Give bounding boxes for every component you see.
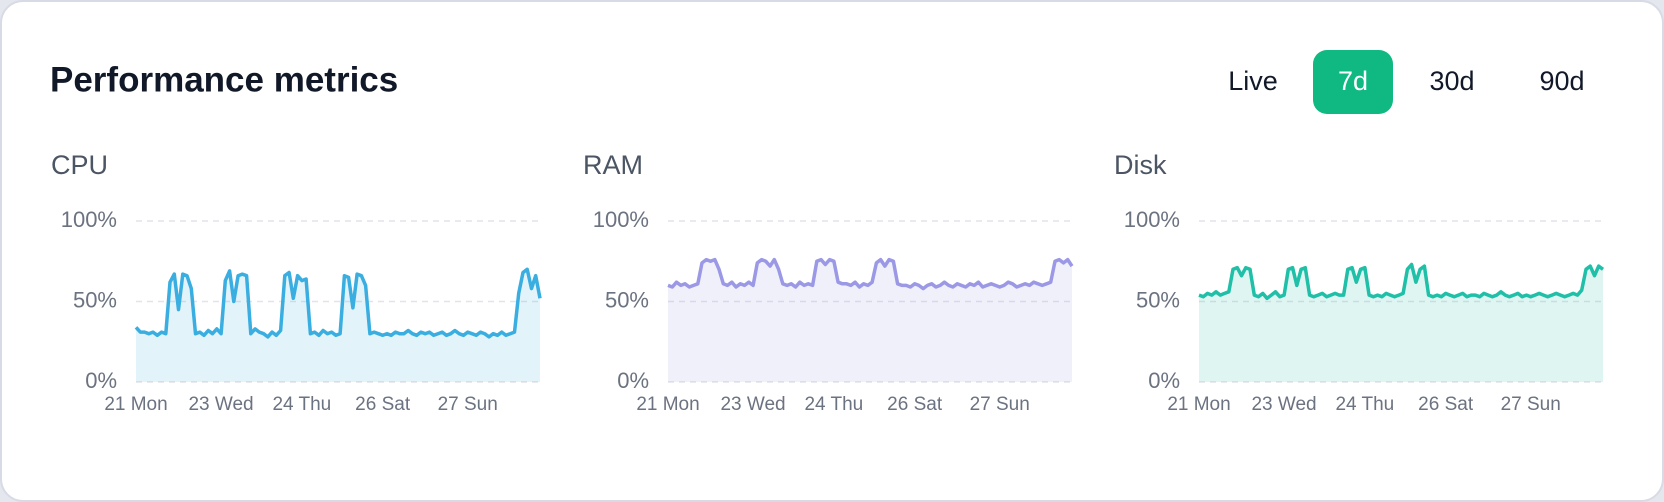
x-tick-label: 27 Sun (438, 394, 498, 415)
tab-label[interactable]: 7d (1338, 66, 1368, 96)
x-tick-label: 27 Sun (970, 394, 1030, 415)
x-tick-label: 24 Thu (272, 394, 331, 415)
area-fill (668, 259, 1072, 382)
tab[interactable]: Live (1228, 66, 1278, 96)
y-tick-label: 100% (1124, 207, 1180, 232)
tab-label[interactable]: 90d (1539, 66, 1584, 96)
x-tick-label: 21 Mon (636, 394, 699, 415)
x-tick-label: 24 Thu (804, 394, 863, 415)
tab-selected-bg[interactable] (1313, 50, 1393, 114)
tab-label[interactable]: Live (1228, 66, 1278, 96)
title: Performance metrics (50, 60, 398, 99)
x-tick-label: 27 Sun (1501, 394, 1561, 415)
y-tick-label: 50% (73, 287, 117, 312)
x-tick-label: 26 Sat (355, 394, 411, 415)
tab[interactable]: 30d (1429, 66, 1474, 96)
line (1198, 262, 1605, 301)
y-tick-label: 0% (1148, 368, 1180, 393)
y-tick-label: 50% (605, 287, 649, 312)
x-tick-label: 23 Wed (720, 394, 785, 415)
tab[interactable]: 90d (1539, 66, 1584, 96)
chart: Disk 0% 50% 100% 21 Mon 23 Wed 24 Thu 26 Sat 27 … (1114, 150, 1605, 415)
y-tick-label: 100% (593, 207, 649, 232)
x-tick-label: 26 Sat (1418, 394, 1474, 415)
y-tick-label: 50% (1136, 287, 1180, 312)
chart-title: Disk (1114, 150, 1167, 180)
tab[interactable]: 7d (1313, 50, 1393, 114)
y-tick-label: 100% (61, 207, 117, 232)
x-tick-label: 24 Thu (1335, 394, 1394, 415)
chart-title: RAM (583, 150, 643, 180)
chart-title: CPU (51, 150, 108, 180)
x-tick-label: 26 Sat (887, 394, 943, 415)
x-tick-label: 23 Wed (1251, 394, 1316, 415)
y-tick-label: 0% (617, 368, 649, 393)
y-tick-label: 0% (85, 368, 117, 393)
x-tick-label: 23 Wed (188, 394, 253, 415)
x-tick-label: 21 Mon (104, 394, 167, 415)
chart: RAM 0% 50% 100% 21 Mon 23 Wed 24 Thu 26 Sat 27 S… (583, 150, 1074, 415)
line (667, 257, 1074, 291)
tab-label[interactable]: 30d (1429, 66, 1474, 96)
line (134, 267, 542, 339)
x-tick-label: 21 Mon (1167, 394, 1230, 415)
chart: CPU 0% 50% 100% 21 Mon 23 Wed 24 Thu 26 Sat 27 S… (51, 150, 542, 415)
area-fill (136, 269, 540, 382)
